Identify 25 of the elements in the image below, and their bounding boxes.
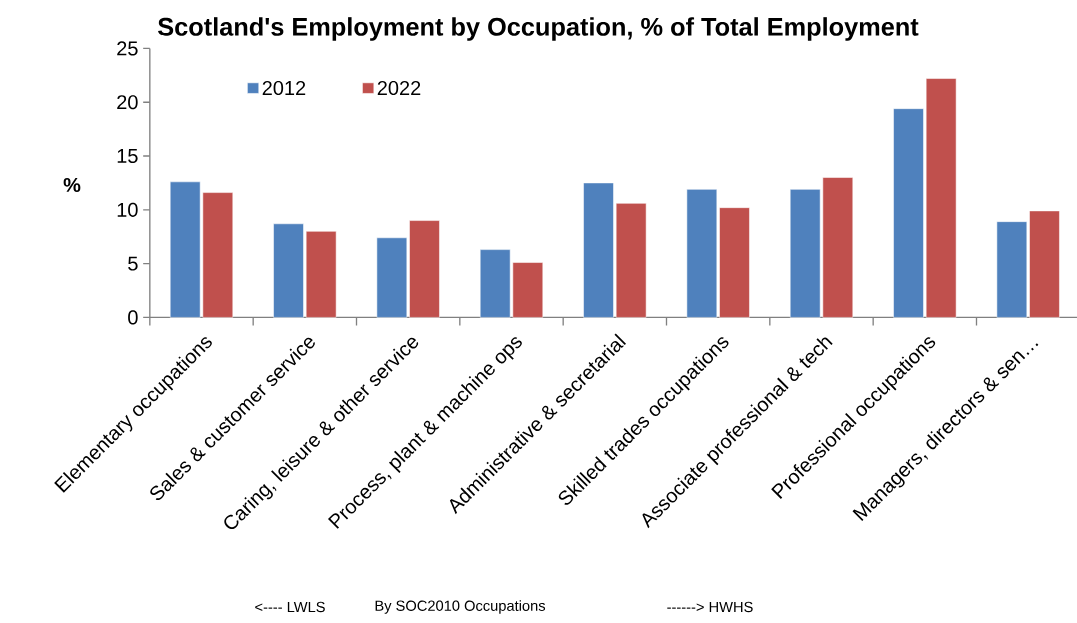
bar bbox=[686, 189, 718, 318]
bar bbox=[893, 108, 924, 318]
y-tick-label: 25 bbox=[117, 41, 138, 56]
legend-label: 2012 bbox=[262, 80, 306, 96]
y-tick-label: 15 bbox=[117, 149, 138, 163]
text: ------> HWHS bbox=[667, 601, 753, 613]
text: <---- LWLS bbox=[255, 601, 325, 613]
y-axis-title: % bbox=[63, 177, 81, 193]
bar bbox=[273, 223, 304, 318]
bar bbox=[376, 237, 408, 318]
bar bbox=[305, 231, 337, 318]
y-tick-label: 5 bbox=[128, 256, 138, 271]
bar bbox=[719, 207, 750, 318]
y-tick-label: 20 bbox=[117, 95, 138, 110]
bar bbox=[409, 220, 440, 318]
y-tick-label: 10 bbox=[117, 202, 138, 217]
y-tick-label: 0 bbox=[128, 310, 138, 325]
bar bbox=[996, 221, 1028, 318]
text: By SOC2010 Occupations bbox=[375, 600, 546, 614]
legend-label: 2022 bbox=[377, 80, 421, 96]
bar bbox=[583, 182, 614, 318]
bar bbox=[925, 78, 957, 318]
bar bbox=[615, 203, 647, 318]
bar bbox=[1029, 210, 1060, 318]
chart-title: Scotland's Employment by Occupation, % of Total Employment bbox=[158, 17, 919, 41]
